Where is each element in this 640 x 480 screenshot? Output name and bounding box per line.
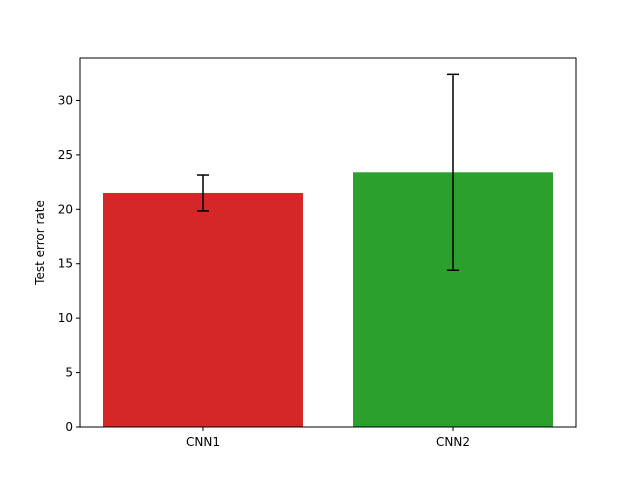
bars-layer — [103, 172, 553, 427]
error-bars-layer — [197, 73, 459, 272]
y-tick-label: 10 — [58, 311, 73, 325]
y-axis-label: Test error rate — [33, 200, 47, 286]
y-tick-label: 0 — [65, 420, 73, 434]
x-tick-label: CNN2 — [436, 435, 470, 449]
y-tick-label: 25 — [58, 148, 73, 162]
x-tick-label: CNN1 — [186, 435, 220, 449]
y-tick-label: 5 — [65, 366, 73, 380]
y-tick-label: 20 — [58, 202, 73, 216]
y-tick-label: 30 — [58, 93, 73, 107]
error-bar-cnn1 — [197, 174, 209, 212]
plot-area-frame — [79, 57, 577, 428]
x-axis: CNN1 CNN2 — [186, 427, 470, 449]
y-tick-label: 15 — [58, 257, 73, 271]
bar-cnn1 — [103, 192, 303, 427]
y-axis: 0 5 10 15 20 25 30 — [58, 93, 80, 434]
error-bar-cnn2 — [447, 73, 459, 272]
